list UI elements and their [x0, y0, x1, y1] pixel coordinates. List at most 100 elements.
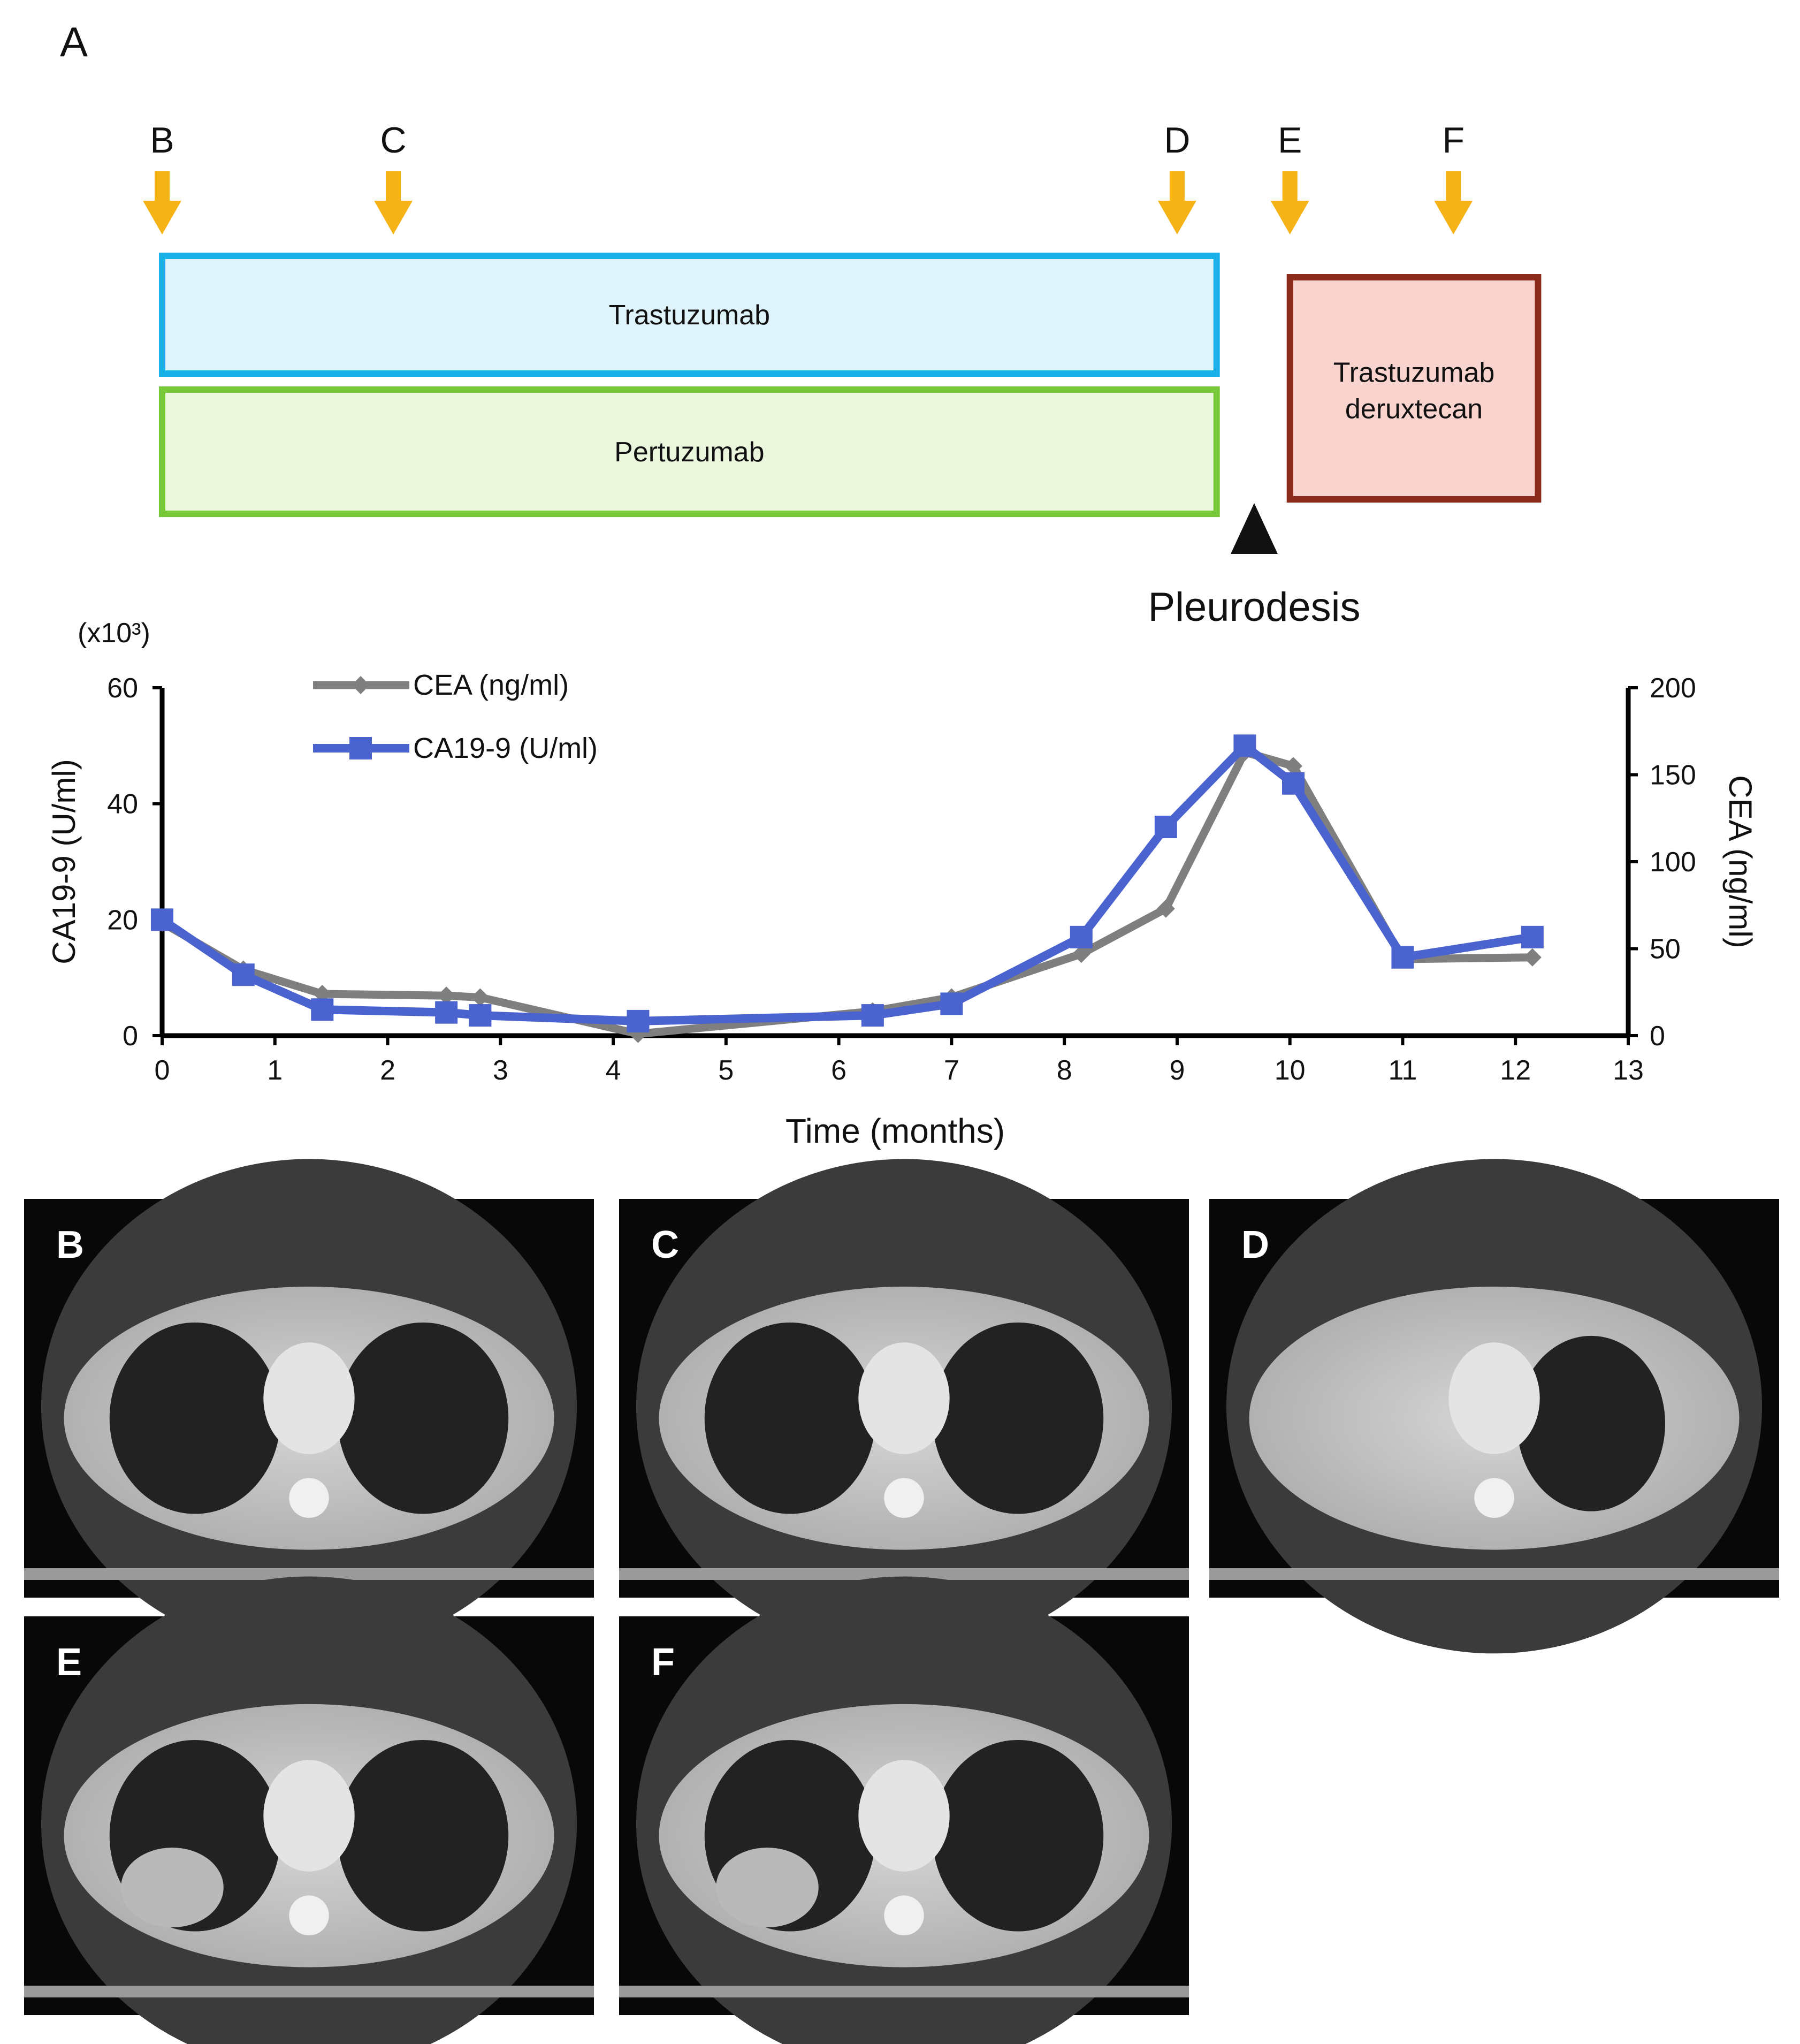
down-arrow-icon — [1434, 171, 1473, 234]
panel-a-label: A — [60, 18, 88, 65]
data-point — [151, 908, 173, 931]
therapy-name-line: Trastuzumab — [1333, 358, 1495, 389]
timeline-marker-b: B — [143, 120, 181, 234]
left-lung — [337, 1322, 509, 1514]
scanner-table — [1209, 1568, 1779, 1580]
legend: CEA (ng/ml) CA19-9 (U/ml) — [313, 669, 598, 764]
therapy-bar-2: Trastuzumab deruxtecan — [1286, 274, 1542, 503]
therapy-name-line: deruxtecan — [1345, 394, 1483, 425]
right-y-tick-label: 0 — [1650, 1021, 1665, 1052]
marker-label: F — [1443, 120, 1465, 161]
scanner-table — [24, 1986, 594, 1997]
therapy-bar-0: Trastuzumab — [159, 253, 1220, 377]
right-y-tick-label: 200 — [1650, 673, 1696, 704]
spine — [884, 1895, 924, 1936]
timeline-markers: B C D E F — [143, 120, 1473, 234]
spine — [289, 1895, 329, 1936]
therapy-bar-box — [1286, 274, 1542, 503]
left-y-tick-label: 20 — [107, 905, 138, 936]
left-lung — [932, 1322, 1104, 1514]
data-point — [627, 1009, 650, 1032]
right-y-axis-label: CEA (ng/ml) — [1722, 775, 1758, 948]
timeline-marker-d: D — [1157, 120, 1196, 234]
ct-panel-f: F — [619, 1576, 1189, 2044]
down-arrow-icon — [374, 171, 413, 234]
data-point — [1391, 946, 1414, 969]
data-point — [861, 1004, 884, 1027]
scanner-table — [619, 1568, 1189, 1580]
x-tick-label: 8 — [1057, 1055, 1072, 1086]
data-point — [1523, 948, 1542, 967]
timeline-marker-f: F — [1434, 120, 1473, 234]
series-cea — [153, 743, 1542, 1043]
ct-panel-label: B — [56, 1224, 84, 1266]
left-y-axis-label: CA19-9 (U/ml) — [46, 759, 82, 964]
right-y-tick-label: 50 — [1650, 934, 1681, 965]
left-lung — [1517, 1335, 1665, 1511]
therapy-bars: Trastuzumab Pertuzumab Trastuzumab deruxtec… — [159, 253, 1542, 517]
legend-entry: CA19-9 (U/ml) — [313, 732, 598, 764]
therapy-bar-box — [159, 253, 1220, 377]
data-point — [1072, 945, 1090, 963]
left-lung — [337, 1739, 509, 1932]
scanner-table — [24, 1568, 594, 1580]
ct-panel-label: F — [651, 1641, 675, 1684]
spine — [1474, 1478, 1514, 1518]
data-point — [1070, 925, 1093, 948]
x-tick-label: 13 — [1613, 1055, 1644, 1086]
mediastinum — [263, 1342, 355, 1454]
timeline-marker-c: C — [374, 120, 413, 234]
ct-panel-e: E — [24, 1576, 594, 2044]
left-y-tick-label: 60 — [107, 673, 138, 704]
x-axis-label: Time (months) — [785, 1112, 1005, 1150]
data-point — [1154, 816, 1177, 838]
data-point — [437, 986, 456, 1005]
left-axis-scale-note: (x10³) — [78, 618, 150, 649]
spine — [884, 1478, 924, 1518]
therapy-name: Pertuzumab — [614, 437, 764, 468]
pleurodesis-marker-icon — [1231, 503, 1278, 554]
data-point — [469, 1004, 492, 1027]
legend-label: CEA (ng/ml) — [413, 669, 569, 701]
marker-label: D — [1164, 120, 1190, 161]
mediastinum — [858, 1760, 950, 1872]
right-lung — [109, 1322, 281, 1514]
x-tick-label: 5 — [718, 1055, 734, 1086]
x-tick-label: 7 — [944, 1055, 959, 1086]
therapy-bar-1: Pertuzumab — [159, 386, 1220, 517]
legend-entry: CEA (ng/ml) — [313, 669, 569, 701]
data-point — [940, 992, 963, 1015]
data-point — [1156, 899, 1175, 918]
marker-label: B — [150, 120, 174, 161]
tumor-marker-chart: (x10³) 0 1 2 3 4 5 6 7 8 9 10 11 12 13020406005010015… — [46, 618, 1758, 1150]
timeline-marker-e: E — [1270, 120, 1309, 234]
ct-panel-label: E — [56, 1641, 82, 1684]
data-point — [471, 988, 490, 1007]
left-lung — [932, 1739, 1104, 1932]
down-arrow-icon — [1270, 171, 1309, 234]
effusion — [121, 1848, 224, 1928]
legend-marker — [349, 737, 372, 759]
right-y-tick-label: 100 — [1650, 847, 1696, 878]
mediastinum — [263, 1760, 355, 1872]
therapy-bar-box — [159, 386, 1220, 517]
ct-panel-d: D — [1209, 1159, 1779, 1654]
x-tick-label: 11 — [1388, 1055, 1417, 1086]
data-point — [1521, 925, 1544, 948]
series-ca19-9 — [151, 734, 1544, 1032]
scanner-table — [619, 1986, 1189, 1997]
down-arrow-icon — [1157, 171, 1196, 234]
x-tick-label: 3 — [493, 1055, 508, 1086]
left-y-tick-label: 0 — [123, 1021, 138, 1052]
series-line — [159, 741, 1534, 1025]
ct-panel-label: D — [1241, 1224, 1269, 1266]
x-tick-label: 4 — [606, 1055, 621, 1086]
series-line — [160, 748, 1532, 1038]
data-point — [1284, 757, 1303, 776]
marker-label: E — [1278, 120, 1302, 161]
x-tick-label: 6 — [831, 1055, 846, 1086]
data-series — [151, 734, 1544, 1043]
data-point — [1282, 772, 1305, 795]
right-lung — [704, 1322, 876, 1514]
